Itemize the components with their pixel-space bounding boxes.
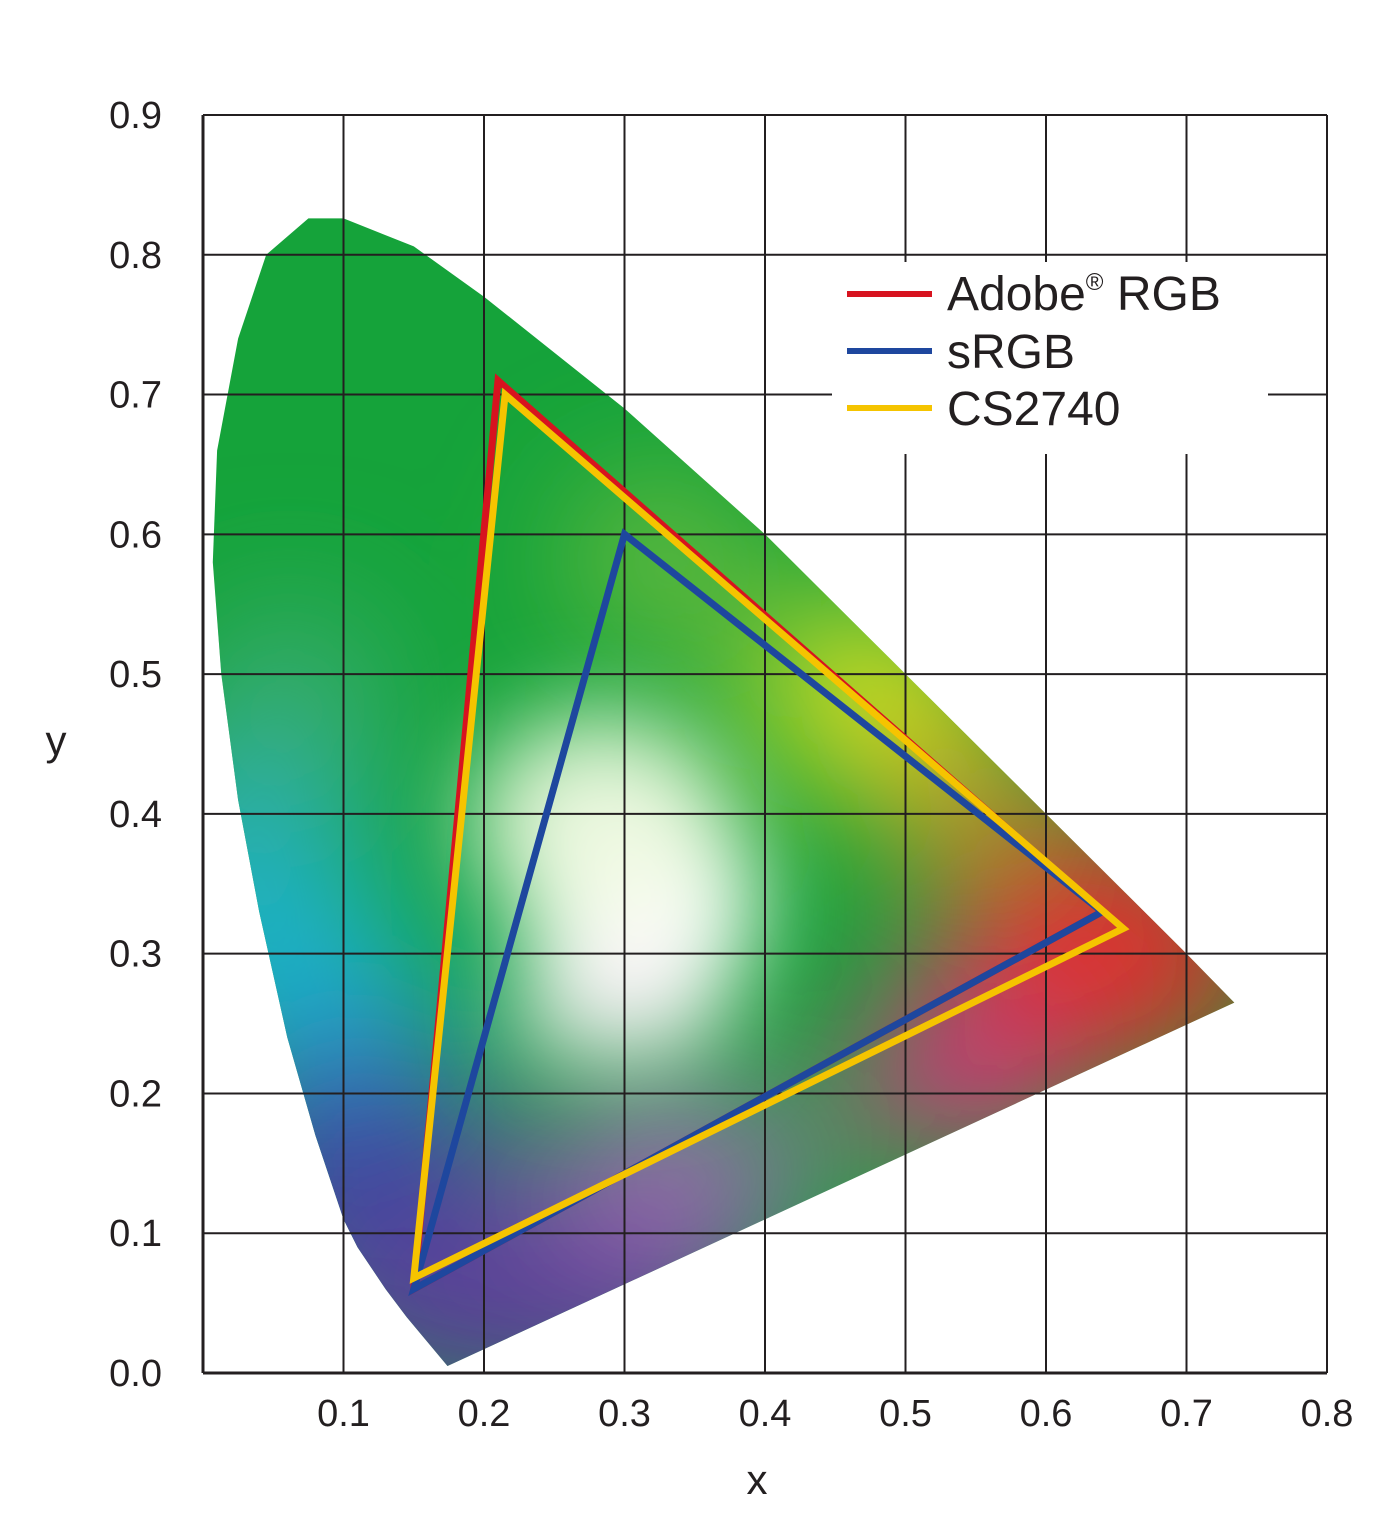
y-tick-label: 0.3 [109,934,162,976]
blob-teal [212,610,380,790]
legend: Adobe® RGB sRGB CS2740 [832,262,1268,454]
x-tick-label: 0.7 [1160,1393,1213,1435]
gamut-triangle-cs2740 [409,387,1130,1284]
x-tick-label: 0.3 [598,1393,651,1435]
gamut-triangle-srgb [408,528,1109,1297]
legend-label-srgb: sRGB [947,326,1075,379]
y-tick-label: 0.5 [109,654,162,696]
y-tick-label: 0.0 [109,1353,162,1395]
x-tick-label: 0.4 [739,1393,792,1435]
legend-label-adobe-rgb: Adobe® RGB [947,268,1221,321]
gamut-triangles [408,373,1130,1297]
x-tick-label: 0.8 [1301,1393,1354,1435]
locus-white-center [470,710,760,1070]
blob-white-lower [510,950,730,1070]
x-tick-label: 0.1 [317,1393,370,1435]
legend-adobe-registered-mark: ® [1086,269,1104,296]
legend-label-cs2740: CS2740 [947,383,1120,436]
x-tick-label: 0.5 [879,1393,932,1435]
x-axis-label: x [747,1456,768,1503]
y-axis-label: y [46,717,67,764]
y-tick-label: 0.6 [109,514,162,556]
blob-purple [540,1090,820,1250]
tick-labels: 0.1 0.2 0.3 0.4 0.5 0.6 0.7 0.8 0.0 0.1 0.2 0.3 0.4 0… [109,95,1353,1435]
blob-red [950,830,1235,1070]
y-tick-label: 0.4 [109,794,162,836]
y-tick-label: 0.8 [109,235,162,277]
y-tick-label: 0.9 [109,95,162,137]
legend-adobe-name: Adobe [947,268,1086,321]
x-tick-label: 0.6 [1020,1393,1073,1435]
x-tick-label: 0.2 [458,1393,511,1435]
legend-adobe-suffix: RGB [1103,268,1220,321]
y-tick-label: 0.2 [109,1073,162,1115]
blob-white-soft [470,710,730,930]
y-tick-label: 0.7 [109,375,162,417]
y-tick-label: 0.1 [109,1213,162,1255]
